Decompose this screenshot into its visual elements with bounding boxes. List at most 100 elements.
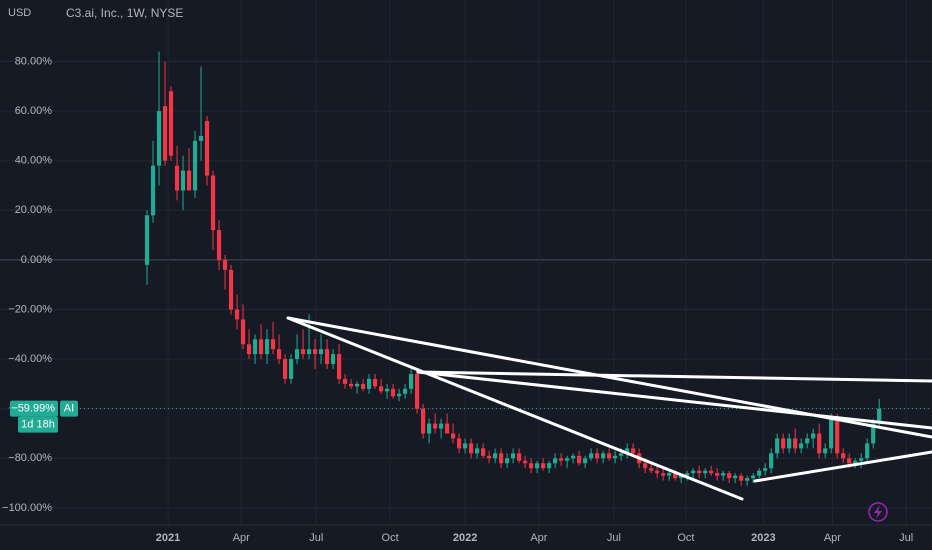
candle-body xyxy=(420,408,426,434)
candle-body xyxy=(703,470,708,474)
candle-body xyxy=(246,344,252,355)
candle-body xyxy=(204,121,210,176)
y-tick-label: 40.00% xyxy=(15,155,53,167)
candle-body xyxy=(721,473,726,476)
candle-body xyxy=(757,470,762,476)
candle-body xyxy=(234,309,240,320)
candle-body xyxy=(859,458,864,461)
candle-body xyxy=(877,408,882,424)
candle-body xyxy=(192,140,198,191)
y-tick-label: 60.00% xyxy=(15,105,53,117)
candle-body xyxy=(481,448,486,456)
candle-body xyxy=(781,438,786,449)
candle-body xyxy=(312,349,318,355)
candle-body xyxy=(505,458,510,464)
x-tick-label: Jul xyxy=(899,532,913,544)
candle-body xyxy=(835,418,840,454)
candle-body xyxy=(733,475,738,479)
candle-body xyxy=(571,455,576,459)
x-tick-label: Apr xyxy=(824,532,841,544)
candle-body xyxy=(529,463,534,469)
candle-body xyxy=(150,165,156,216)
candle-body xyxy=(475,448,480,454)
candle-body xyxy=(288,359,294,379)
y-tick-label: −20.00% xyxy=(8,303,52,315)
candle-body xyxy=(396,393,402,397)
alert-icon[interactable] xyxy=(868,502,888,522)
candle-body xyxy=(559,458,564,461)
candle-body xyxy=(366,378,372,389)
candle-body xyxy=(625,448,630,454)
candle-body xyxy=(456,438,462,449)
candle-body xyxy=(372,378,378,387)
x-tick-label: Apr xyxy=(233,532,250,544)
candle-body xyxy=(673,473,678,479)
candle-body xyxy=(697,470,702,474)
x-tick-label: Oct xyxy=(382,532,399,544)
candle-body xyxy=(414,373,420,409)
candle-body xyxy=(823,448,828,454)
symbol-label: AI xyxy=(64,403,74,415)
candle-body xyxy=(601,453,606,459)
candle-body xyxy=(577,455,582,464)
candle-body xyxy=(487,455,492,459)
candle-body xyxy=(384,388,390,392)
countdown-tag xyxy=(18,416,58,433)
candle-body xyxy=(793,438,798,449)
y-tick-label: 80.00% xyxy=(15,55,53,67)
candle-body xyxy=(210,175,216,231)
candle-body xyxy=(607,453,612,459)
candle-body xyxy=(354,383,360,387)
y-tick-label: 20.00% xyxy=(15,204,53,216)
candle-body xyxy=(667,473,672,476)
trend-line xyxy=(753,450,932,483)
candle-body xyxy=(709,470,714,474)
candle-body xyxy=(228,269,234,310)
candle-body xyxy=(787,438,792,449)
candle-body xyxy=(871,423,876,444)
candle-body xyxy=(426,423,432,434)
candle-body xyxy=(186,170,192,191)
candle-body xyxy=(432,423,438,429)
candle-body xyxy=(282,359,288,379)
candle-body xyxy=(649,468,654,471)
candle-body xyxy=(553,458,558,464)
candle-body xyxy=(613,455,618,459)
candle-body xyxy=(769,453,774,469)
candle-body xyxy=(805,438,810,444)
candles xyxy=(144,51,882,486)
trend-line xyxy=(286,316,744,501)
candle-body xyxy=(829,418,834,449)
candle-body xyxy=(499,453,504,464)
candle-body xyxy=(763,468,768,471)
candle-body xyxy=(336,354,342,379)
candle-body xyxy=(444,423,450,434)
candle-body xyxy=(462,443,468,449)
candle-body xyxy=(685,473,690,476)
icon-bolt[interactable] xyxy=(874,505,882,519)
icon-ring[interactable] xyxy=(868,502,888,522)
candle-body xyxy=(168,91,174,156)
countdown-label: 1d 18h xyxy=(21,419,55,431)
candle-body xyxy=(162,106,168,161)
candle-body xyxy=(523,460,528,464)
candle-body xyxy=(252,339,258,355)
candle-body xyxy=(408,373,414,389)
candle-body xyxy=(180,170,186,191)
symbol-tag xyxy=(60,400,78,417)
candle-body xyxy=(306,349,312,355)
candle-body xyxy=(853,460,858,464)
candle-body xyxy=(541,463,546,469)
candle-body xyxy=(595,453,600,459)
labels: 80.00% 60.00% 40.00% 20.00% 0.00% −20.00% −40.… xyxy=(2,55,913,543)
x-tick-label: 2022 xyxy=(453,532,477,544)
y-tick-label: −100.00% xyxy=(2,502,52,514)
candle-body xyxy=(402,388,408,394)
candle-body xyxy=(865,443,870,459)
candle-body xyxy=(240,319,246,345)
candle-body xyxy=(715,473,720,476)
candle-body xyxy=(655,470,660,474)
currency: USD xyxy=(8,7,31,19)
candle-body xyxy=(535,463,540,469)
